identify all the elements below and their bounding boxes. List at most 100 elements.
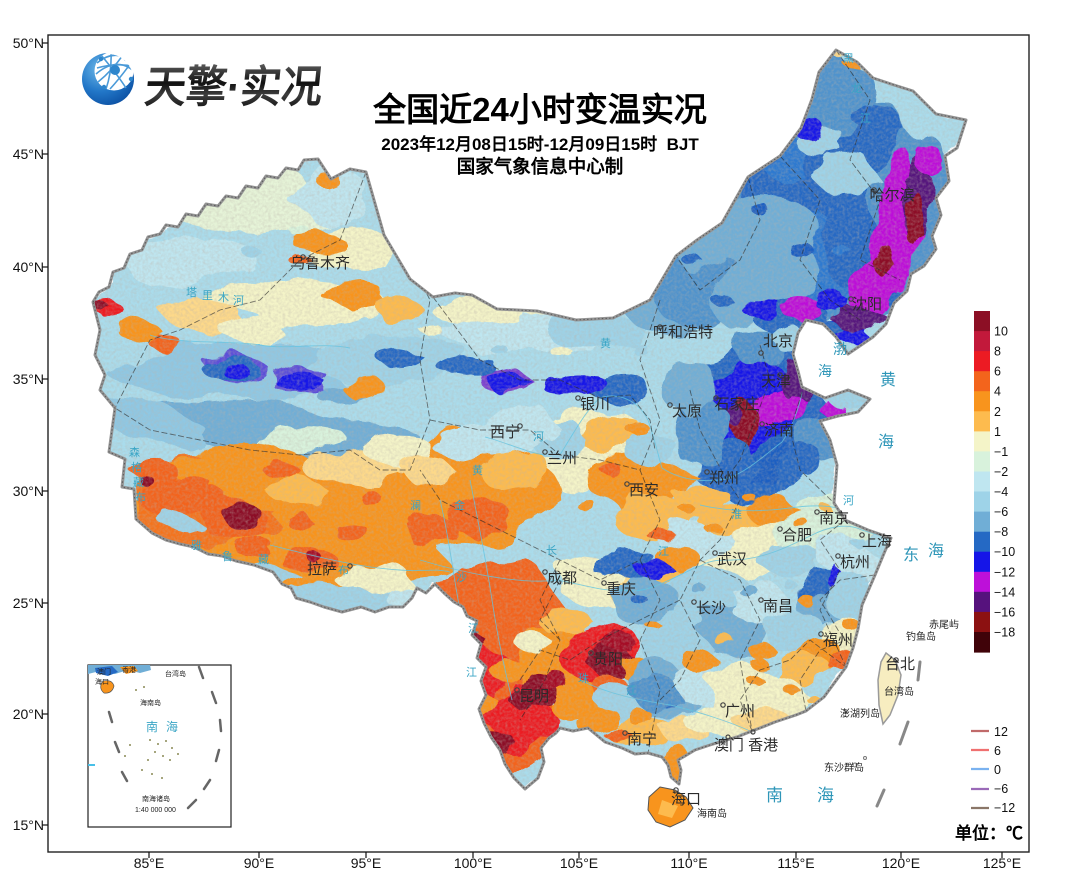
svg-text:海口: 海口 xyxy=(95,677,109,686)
svg-text:渤: 渤 xyxy=(833,341,847,357)
svg-text:海: 海 xyxy=(817,786,834,805)
svg-text:昆明: 昆明 xyxy=(519,688,549,705)
svg-text:15°N: 15°N xyxy=(13,817,44,833)
svg-text:太原: 太原 xyxy=(672,403,702,420)
svg-text:台湾岛: 台湾岛 xyxy=(884,685,914,698)
svg-text:南宁: 南宁 xyxy=(627,731,657,748)
svg-text:合肥: 合肥 xyxy=(782,527,812,544)
svg-text:江: 江 xyxy=(468,622,479,635)
svg-text:黄: 黄 xyxy=(472,463,483,477)
svg-text:长沙: 长沙 xyxy=(696,600,726,617)
svg-text:南海诸岛: 南海诸岛 xyxy=(142,794,170,803)
svg-text:90°E: 90°E xyxy=(244,855,275,871)
svg-text:广州: 广州 xyxy=(725,703,755,720)
svg-text:105°E: 105°E xyxy=(560,855,598,871)
svg-text:贵阳: 贵阳 xyxy=(593,651,623,668)
svg-text:布: 布 xyxy=(135,491,146,504)
svg-text:东: 东 xyxy=(903,546,919,564)
svg-text:8: 8 xyxy=(994,345,1001,359)
svg-text:125°E: 125°E xyxy=(983,855,1021,871)
svg-text:沈阳: 沈阳 xyxy=(852,296,882,313)
svg-text:−12: −12 xyxy=(994,801,1015,815)
svg-text:澎湖列岛: 澎湖列岛 xyxy=(840,707,880,720)
svg-text:台湾岛: 台湾岛 xyxy=(165,669,186,678)
svg-text:布: 布 xyxy=(338,564,349,577)
svg-text:河: 河 xyxy=(843,494,854,507)
svg-text:−10: −10 xyxy=(994,545,1015,559)
svg-text:0: 0 xyxy=(994,763,1001,777)
svg-text:江: 江 xyxy=(860,112,871,125)
svg-text:1:40 000 000: 1:40 000 000 xyxy=(135,807,176,814)
svg-text:江: 江 xyxy=(626,684,637,697)
svg-text:20°N: 20°N xyxy=(13,706,44,722)
svg-text:−8: −8 xyxy=(994,525,1008,539)
svg-text:110°E: 110°E xyxy=(670,855,707,871)
svg-text:哈尔滨: 哈尔滨 xyxy=(869,187,914,204)
svg-text:黄: 黄 xyxy=(600,336,611,350)
svg-text:100°E: 100°E xyxy=(454,855,492,871)
svg-text:50°N: 50°N xyxy=(13,35,44,51)
svg-text:南昌: 南昌 xyxy=(763,598,793,615)
svg-text:藏: 藏 xyxy=(133,476,144,489)
svg-text:赤尾屿: 赤尾屿 xyxy=(929,619,959,631)
svg-text:上海: 上海 xyxy=(862,533,892,550)
svg-text:济南: 济南 xyxy=(764,422,794,439)
svg-text:成都: 成都 xyxy=(547,570,577,587)
svg-text:6: 6 xyxy=(994,744,1001,758)
svg-text:北京: 北京 xyxy=(763,333,793,350)
svg-text:西安: 西安 xyxy=(629,482,659,499)
svg-text:澳门: 澳门 xyxy=(97,667,111,676)
svg-text:金: 金 xyxy=(454,498,465,512)
svg-text:天津: 天津 xyxy=(761,373,791,390)
svg-text:格: 格 xyxy=(131,460,142,474)
svg-text:武汉: 武汉 xyxy=(717,551,747,568)
svg-text:海口: 海口 xyxy=(671,791,701,808)
svg-text:−6: −6 xyxy=(994,782,1008,796)
svg-text:南: 南 xyxy=(766,786,783,805)
svg-text:海: 海 xyxy=(878,433,894,451)
svg-text:杭州: 杭州 xyxy=(840,554,870,571)
svg-text:河: 河 xyxy=(533,430,544,443)
svg-text:40°N: 40°N xyxy=(13,259,44,275)
svg-text:淮: 淮 xyxy=(731,508,742,521)
svg-text:−12: −12 xyxy=(994,565,1015,579)
svg-text:45°N: 45°N xyxy=(13,146,44,162)
svg-text:澜: 澜 xyxy=(410,498,421,512)
svg-text:银川: 银川 xyxy=(580,396,610,413)
svg-text:海: 海 xyxy=(818,363,832,379)
svg-text:钓鱼岛: 钓鱼岛 xyxy=(906,630,936,643)
svg-text:35°N: 35°N xyxy=(13,371,44,387)
svg-text:河: 河 xyxy=(233,294,244,307)
svg-text:海南岛: 海南岛 xyxy=(140,698,161,707)
svg-text:澳门 香港: 澳门 香港 xyxy=(714,737,778,754)
svg-text:长: 长 xyxy=(546,544,557,557)
svg-text:12: 12 xyxy=(994,725,1008,739)
svg-text:−2: −2 xyxy=(994,465,1008,479)
svg-text:4: 4 xyxy=(994,385,1001,399)
svg-text:雅: 雅 xyxy=(191,538,202,552)
svg-text:海: 海 xyxy=(928,542,944,560)
svg-text:里: 里 xyxy=(202,289,213,302)
svg-text:10: 10 xyxy=(994,325,1008,339)
svg-text:西宁: 西宁 xyxy=(490,424,520,441)
svg-text:30°N: 30°N xyxy=(13,483,44,499)
svg-text:珠: 珠 xyxy=(578,671,589,685)
svg-text:江: 江 xyxy=(658,545,669,558)
svg-text:2: 2 xyxy=(994,405,1001,419)
svg-text:兰州: 兰州 xyxy=(547,450,577,467)
svg-text:−16: −16 xyxy=(994,605,1015,619)
svg-text:−6: −6 xyxy=(994,505,1008,519)
svg-text:郑州: 郑州 xyxy=(709,470,739,487)
svg-text:福州: 福州 xyxy=(823,632,853,649)
svg-text:鲁: 鲁 xyxy=(222,549,233,563)
svg-text:东沙群岛: 东沙群岛 xyxy=(824,761,864,774)
svg-text:−4: −4 xyxy=(994,485,1008,499)
svg-text:−14: −14 xyxy=(994,585,1015,599)
svg-text:塔: 塔 xyxy=(186,286,197,299)
svg-text:南海: 南海 xyxy=(146,719,186,734)
svg-text:南京: 南京 xyxy=(819,510,849,527)
svg-text:95°E: 95°E xyxy=(351,855,382,871)
svg-text:香港: 香港 xyxy=(122,665,136,674)
svg-text:乌鲁木齐: 乌鲁木齐 xyxy=(290,255,350,272)
svg-text:85°E: 85°E xyxy=(134,855,165,871)
